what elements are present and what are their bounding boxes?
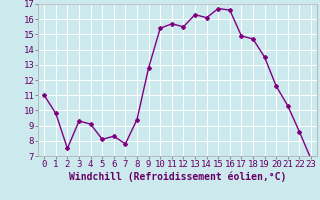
X-axis label: Windchill (Refroidissement éolien,°C): Windchill (Refroidissement éolien,°C) [69, 172, 286, 182]
